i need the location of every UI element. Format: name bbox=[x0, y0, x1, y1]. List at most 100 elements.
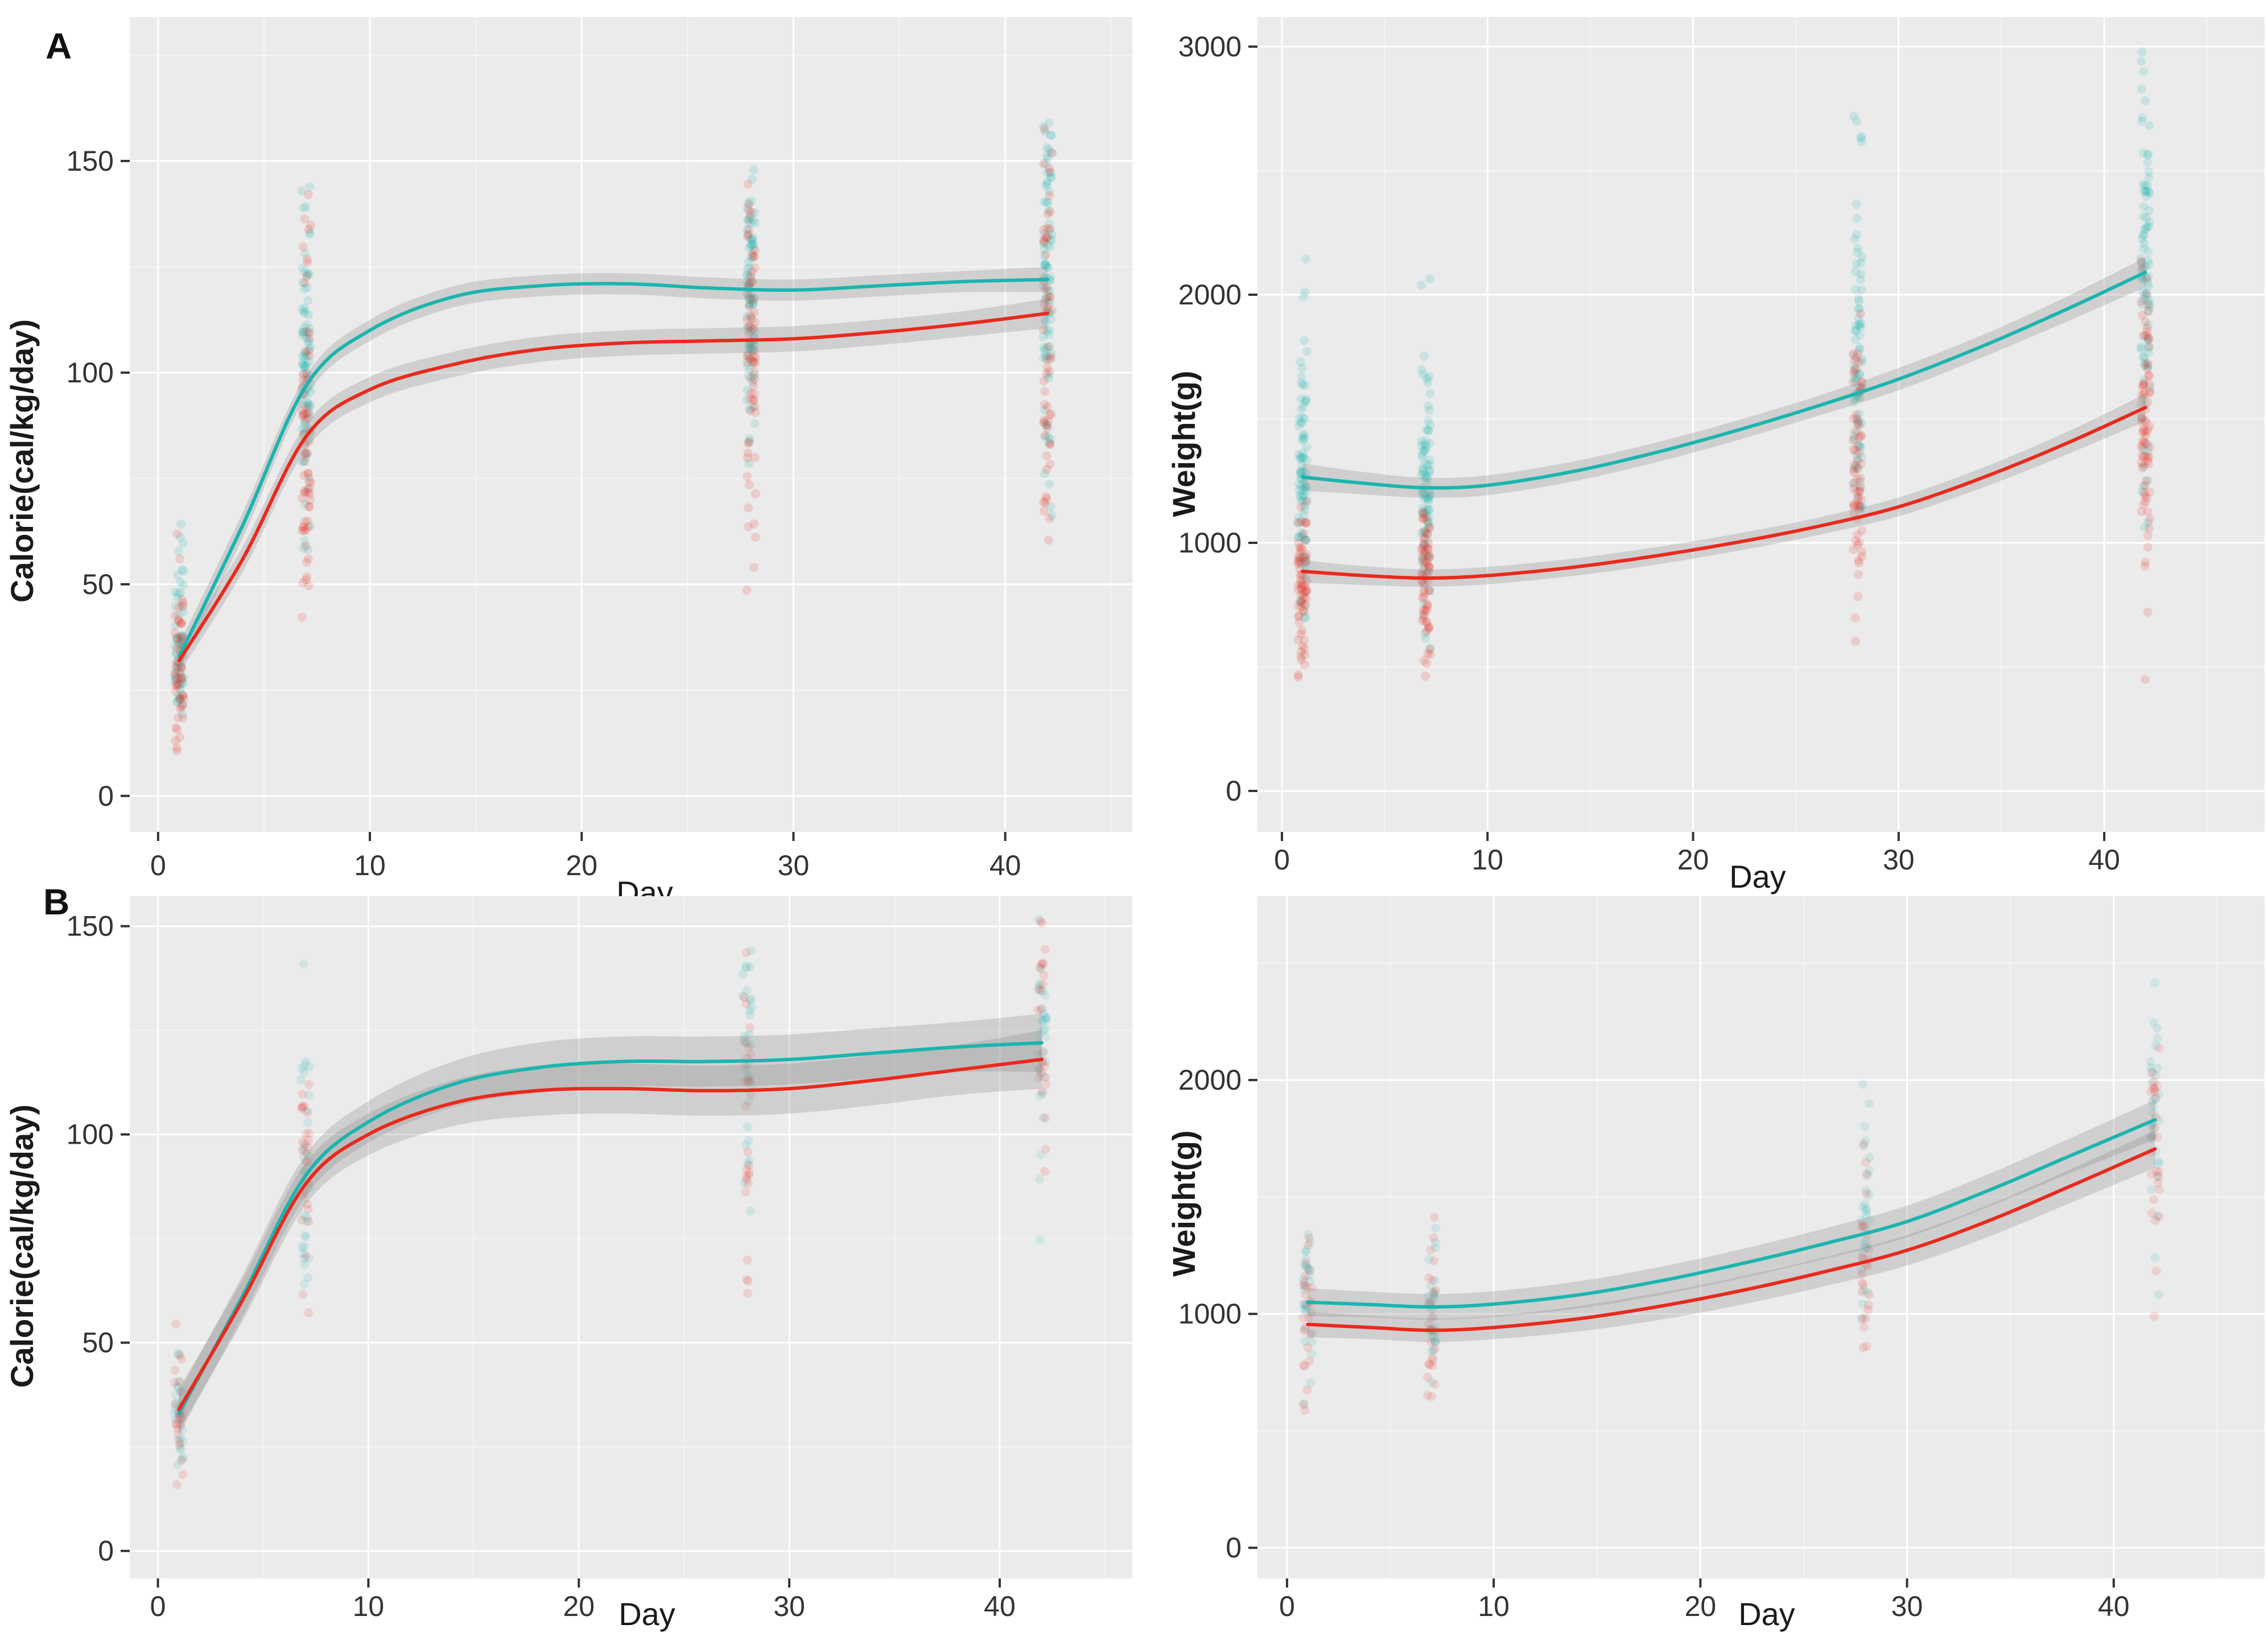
y-tick-label: 1000 bbox=[1178, 1298, 1242, 1330]
x-tick-label: 40 bbox=[2088, 844, 2120, 876]
jitter-strip-day-42-group-red bbox=[1033, 917, 1051, 1176]
x-tick-label: 0 bbox=[150, 1590, 166, 1622]
smooth-line-group-red bbox=[1306, 1147, 2157, 1332]
jitter-strip-day-42-group-teal bbox=[2146, 978, 2164, 1300]
smooth-lines bbox=[177, 1041, 1044, 1416]
y-tick-label: 50 bbox=[82, 568, 114, 600]
x-axis-title: Day bbox=[1729, 859, 1786, 894]
confidence-band-group-teal bbox=[1308, 1100, 2155, 1320]
smooth-line-group-teal bbox=[178, 278, 1050, 658]
jitter-strip-day-7-group-red bbox=[1422, 1213, 1441, 1401]
jitter-strip-day-28-group-teal bbox=[1857, 1079, 1875, 1324]
scatter-points bbox=[170, 915, 1051, 1489]
y-tick-label: 50 bbox=[82, 1327, 114, 1359]
y-tick-label: 0 bbox=[98, 780, 114, 812]
y-axis-title: Weight(g) bbox=[1166, 370, 1202, 517]
smooth-lines bbox=[1301, 270, 2147, 580]
y-tick-label: 100 bbox=[67, 357, 114, 389]
jitter-strip-day-7-group-red bbox=[1417, 507, 1435, 681]
x-axis-title: Day bbox=[1738, 1596, 1795, 1632]
smooth-line-group-teal bbox=[177, 1041, 1044, 1416]
x-tick-label: 20 bbox=[1677, 844, 1709, 876]
x-tick-label: 40 bbox=[2098, 1590, 2130, 1622]
x-tick-label: 20 bbox=[1685, 1590, 1717, 1622]
scatter-points bbox=[1293, 47, 2155, 685]
jitter-strip-day-1-group-teal bbox=[1298, 1230, 1317, 1408]
jitter-strip-day-1-group-teal bbox=[1293, 254, 1312, 623]
x-tick-label: 30 bbox=[778, 850, 810, 881]
axes: 0 10 20 30 40 0 50 100 150 bbox=[67, 145, 1021, 881]
jitter-strip-day-1-group-red bbox=[170, 1319, 188, 1489]
x-tick-label: 30 bbox=[1891, 1590, 1923, 1622]
jitter-strip-day-7-group-red bbox=[297, 190, 316, 622]
y-axis-title: Weight(g) bbox=[1166, 1130, 1202, 1276]
smooth-line-group-teal bbox=[1306, 1118, 2157, 1309]
gridlines bbox=[130, 896, 1132, 1578]
confidence-band-group-red bbox=[179, 298, 1048, 673]
plot-background bbox=[130, 896, 1132, 1578]
smooth-lines bbox=[178, 278, 1050, 662]
confidence-bands bbox=[1302, 257, 2146, 587]
panel-top-left: 0 10 20 30 40050100150DayCalorie(cal/kg/day)… bbox=[4, 17, 1132, 910]
smooth-line-group-red bbox=[177, 1057, 1044, 1411]
x-tick-label: 10 bbox=[354, 850, 386, 881]
y-axis-title: Calorie(cal/kg/day) bbox=[4, 319, 40, 603]
axes: 0 10 20 30 40 0 1000 2000 bbox=[1178, 1064, 2130, 1622]
x-tick-label: 0 bbox=[150, 850, 166, 881]
y-tick-label: 1000 bbox=[1178, 527, 1242, 559]
y-tick-label: 3000 bbox=[1178, 31, 1242, 63]
panel-bottom-right: 0 10 20 30 40 0 1000 2000 Day Weight(g) bbox=[1166, 896, 2265, 1632]
x-tick-label: 0 bbox=[1279, 1590, 1295, 1622]
smooth-line-group-teal bbox=[1301, 270, 2147, 490]
jitter-strip-day-28-group-red bbox=[742, 179, 760, 595]
panel-letter-B: B bbox=[43, 881, 69, 922]
smooth-line-group-red bbox=[1301, 406, 2147, 580]
x-tick-label: 40 bbox=[984, 1590, 1016, 1622]
plot-background bbox=[130, 17, 1132, 832]
jitter-strip-day-1-group-red bbox=[170, 529, 189, 756]
smooth-line-group-red bbox=[178, 311, 1050, 662]
axes: 0 10 20 30 40 0 1000 2000 3000 bbox=[1178, 31, 2120, 876]
jitter-strip-day-7-group-teal bbox=[1423, 1223, 1440, 1387]
jitter-strip-day-28-group-teal bbox=[1848, 112, 1867, 513]
jitter-strip-day-28-group-teal bbox=[742, 165, 760, 468]
gridlines bbox=[1257, 896, 2265, 1578]
y-tick-label: 0 bbox=[1226, 775, 1242, 807]
y-tick-label: 150 bbox=[67, 145, 114, 177]
x-tick-label: 20 bbox=[563, 1590, 595, 1622]
gridlines bbox=[130, 17, 1132, 832]
x-tick-label: 20 bbox=[566, 850, 597, 881]
jitter-strip-day-42-group-red bbox=[2136, 257, 2155, 685]
gridlines bbox=[1257, 17, 2265, 832]
axes: 0 10 20 30 40 0 50 100 150 bbox=[67, 910, 1016, 1622]
confidence-bands bbox=[179, 266, 1048, 673]
jitter-strip-day-7-group-teal bbox=[1417, 274, 1435, 653]
jitter-strip-day-28-group-red bbox=[1848, 309, 1867, 646]
confidence-bands bbox=[1308, 1100, 2155, 1342]
x-tick-label: 30 bbox=[773, 1590, 805, 1622]
panel-bottom-left: 0 10 20 30 40 0 50 100 150 Day Calorie(cal/kg/day)… bbox=[4, 881, 1132, 1632]
panel-top-right: 0 10 20 30 40 0 1000 2000 3000 Day Weight(g) bbox=[1166, 17, 2265, 894]
smooth-lines bbox=[1306, 1118, 2157, 1332]
jitter-strip-day-42-group-teal bbox=[2136, 47, 2155, 532]
panel-letter-A: A bbox=[46, 26, 72, 67]
y-tick-label: 150 bbox=[67, 910, 114, 942]
confidence-band-group-red bbox=[1302, 394, 2146, 587]
y-tick-label: 0 bbox=[1226, 1532, 1242, 1564]
confidence-band-group-teal bbox=[179, 1013, 1042, 1434]
y-axis-title: Calorie(cal/kg/day) bbox=[4, 1104, 40, 1388]
y-tick-label: 2000 bbox=[1178, 1064, 1242, 1096]
jitter-strip-day-1-group-red bbox=[1293, 497, 1312, 682]
x-axis-title: Day bbox=[618, 1596, 675, 1632]
y-tick-label: 100 bbox=[67, 1119, 114, 1151]
x-tick-label: 0 bbox=[1274, 844, 1290, 876]
jitter-strip-day-42-group-teal bbox=[1033, 915, 1051, 1244]
x-tick-label: 10 bbox=[353, 1590, 385, 1622]
confidence-band-group-red bbox=[1308, 1130, 2155, 1342]
x-tick-label: 10 bbox=[1471, 844, 1503, 876]
confidence-band-group-red bbox=[179, 1030, 1042, 1430]
jitter-strip-day-7-group-teal bbox=[297, 182, 316, 554]
x-tick-label: 30 bbox=[1883, 844, 1915, 876]
